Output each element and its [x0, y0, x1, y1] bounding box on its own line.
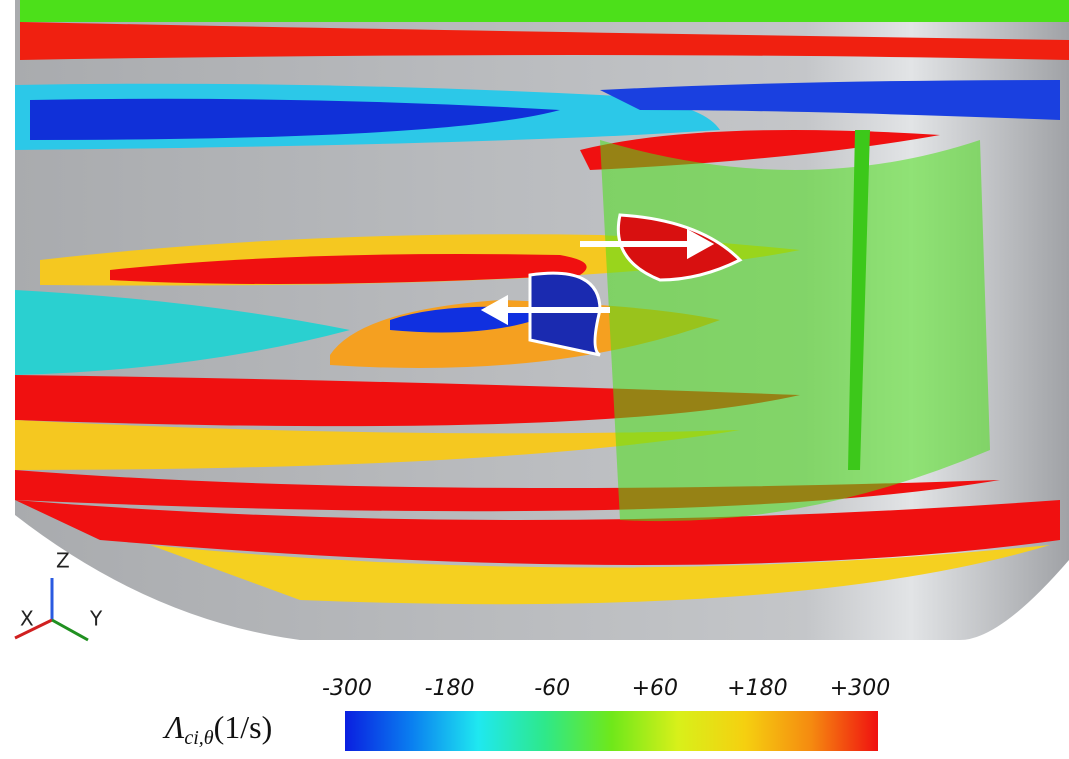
colorbar-tick-label: -180 — [425, 676, 475, 701]
colorbar-tick-label: -300 — [322, 676, 372, 701]
colorbar: Λci,θ(1/s) -300 -180 -60 +60 +180 +300 — [162, 676, 890, 751]
colorbar-tick-label: -60 — [534, 676, 570, 701]
colorbar-label: Λci,θ(1/s) — [162, 709, 272, 748]
colorbar-tick-label: +180 — [727, 676, 787, 701]
colorbar-tick-label: +300 — [830, 676, 890, 701]
scene — [15, 0, 1069, 640]
axis-y: Y — [89, 607, 103, 631]
axis-triad: Z X Y — [14, 549, 103, 642]
axis-x: X — [20, 607, 34, 631]
axis-z: Z — [56, 549, 70, 573]
colorbar-tick-label: +60 — [632, 676, 678, 701]
colorbar-bar — [345, 711, 878, 751]
